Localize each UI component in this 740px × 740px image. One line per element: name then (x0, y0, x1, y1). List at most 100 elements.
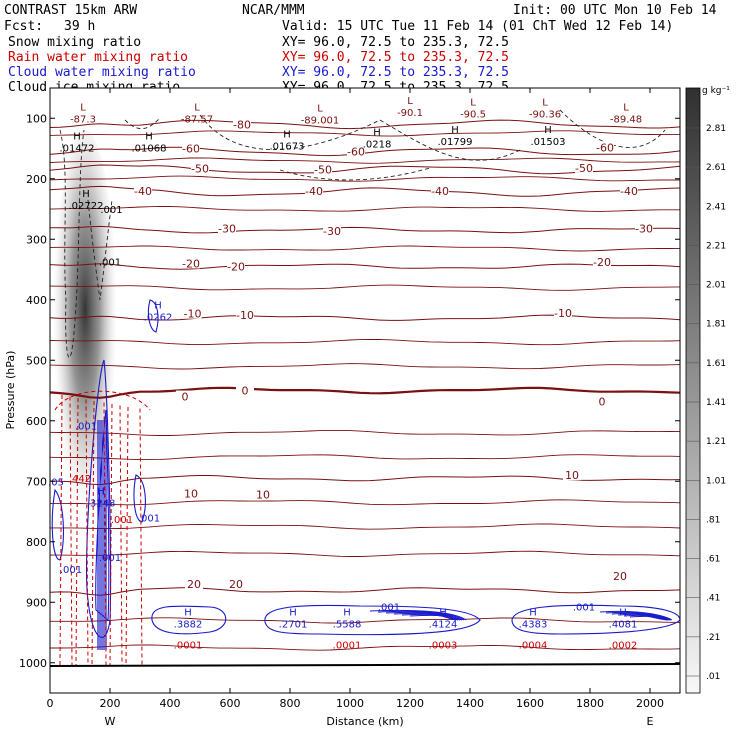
extremum-value: .01673 (270, 141, 305, 152)
field-name: Cloud water mixing ratio (8, 65, 196, 80)
cloud-water-label: .001 (378, 602, 400, 613)
cloud-water-contour (95, 409, 110, 622)
extremum-marker: H (154, 301, 162, 312)
extremum-marker: H (343, 607, 351, 618)
temperature-label: 10 (565, 469, 579, 482)
temperature-contour (49, 386, 681, 399)
temperature-contour (50, 499, 681, 506)
rain-contour (109, 403, 113, 666)
cloud-ice-contour (59, 129, 85, 359)
colorbar-label: 2.01 (706, 281, 726, 291)
extremum-value: .5588 (333, 619, 362, 630)
rain-label: .442 (69, 474, 91, 485)
temperature-contour (49, 185, 681, 197)
extremum-value: .02722 (69, 201, 104, 212)
temperature-label-bg (236, 308, 254, 320)
x-tick-label: 1200 (396, 697, 424, 710)
temperature-label: -30 (218, 222, 236, 235)
cloud-water-label: .001 (573, 602, 595, 613)
temperature-label: -10 (554, 307, 572, 320)
extremum-value: .3248 (87, 498, 116, 509)
temperature-label: 10 (256, 489, 270, 502)
colorbar-label: 1.21 (706, 437, 726, 447)
temperature-label: -60 (182, 143, 200, 156)
cloud-water-contour (133, 474, 146, 523)
extremum-value: .4124 (429, 619, 458, 630)
colorbar-label: 1.61 (706, 359, 726, 369)
temperature-contour (49, 429, 681, 436)
rain-contour (59, 394, 63, 666)
temperature-contour (49, 245, 681, 252)
extremum-value: -89.001 (301, 115, 340, 126)
extremum-value: -87.57 (181, 114, 213, 125)
rain-contour (75, 397, 79, 666)
temperature-label: 10 (184, 487, 198, 500)
temperature-contour (49, 175, 680, 182)
temperature-contour (50, 550, 681, 557)
y-tick-label: 300 (26, 233, 47, 246)
temperature-label-bg (254, 488, 272, 500)
temperature-label-bg (611, 570, 629, 582)
x-end-label-west: W (105, 715, 116, 728)
temperature-label-bg (191, 162, 209, 174)
cloud-ice-contour (124, 117, 161, 130)
rain-contour (85, 399, 89, 666)
cloud-water-contour (151, 605, 227, 635)
extremum-value: -90.36 (529, 109, 561, 120)
temperature-contour (49, 363, 681, 370)
extremum-marker: H (289, 607, 297, 618)
temperature-label: -60 (596, 141, 614, 154)
temperature-label-bg (347, 145, 365, 157)
cloud-ice-contour (279, 167, 431, 181)
cloud-water-contour (147, 299, 159, 333)
plot-border (49, 87, 681, 694)
temperature-label-bg (635, 222, 653, 234)
init-time: Init: 00 UTC Mon 10 Feb 14 (513, 3, 717, 18)
temperature-label-bg (575, 161, 593, 173)
temperature-label-bg (314, 163, 332, 175)
temperature-contour (49, 263, 681, 270)
field-xy: XY= 96.0, 72.5 to 235.3, 72.5 (282, 50, 509, 65)
temperature-label: -60 (347, 146, 365, 159)
y-tick-label: 900 (26, 596, 47, 609)
x-end-label-east: E (647, 715, 654, 728)
extremum-marker: L (542, 97, 548, 108)
temperature-contour (50, 523, 681, 530)
snow-label: .001 (100, 205, 122, 216)
extremum-marker: H (82, 189, 90, 200)
temperature-label: 20 (613, 570, 627, 583)
ground-line (49, 663, 681, 667)
temperature-contour (49, 314, 681, 321)
temperature-label-bg (323, 224, 341, 236)
x-tick-label: 400 (160, 697, 181, 710)
extremum-marker: L (470, 97, 476, 108)
temperature-contour (50, 617, 681, 624)
cloud-water-label: .001 (99, 553, 121, 564)
fcst-value: 39 h (64, 19, 95, 34)
temperature-label: -30 (323, 225, 341, 238)
temperature-contour (49, 338, 681, 346)
extremum-marker: L (407, 96, 413, 107)
temperature-label-bg (593, 395, 611, 407)
x-tick-label: 1000 (336, 697, 364, 710)
y-tick-label: 200 (26, 173, 47, 186)
temperature-label: -10 (184, 308, 202, 321)
org-label: NCAR/MMM (242, 3, 305, 18)
x-tick-label: 600 (220, 697, 241, 710)
temperature-label-bg (185, 578, 203, 590)
y-tick-label: 800 (26, 536, 47, 549)
extremum-value: .0262 (144, 313, 173, 324)
valid-time: Valid: 15 UTC Tue 11 Feb 14 (01 ChT Wed … (282, 19, 673, 34)
x-tick-label: 0 (47, 697, 54, 710)
cloud-water-label: .001 (75, 422, 97, 433)
y-tick-label: 600 (26, 415, 47, 428)
rain-contour (54, 390, 151, 411)
field-name: Rain water mixing ratio (8, 50, 188, 65)
extremum-value: .3882 (174, 619, 203, 630)
temperature-contour (49, 205, 680, 212)
temperature-label-bg (236, 384, 254, 396)
cloud-water-contour (369, 609, 467, 621)
temperature-label-bg (176, 390, 194, 402)
x-tick-label: 2000 (636, 697, 664, 710)
snow-shading (53, 130, 117, 530)
